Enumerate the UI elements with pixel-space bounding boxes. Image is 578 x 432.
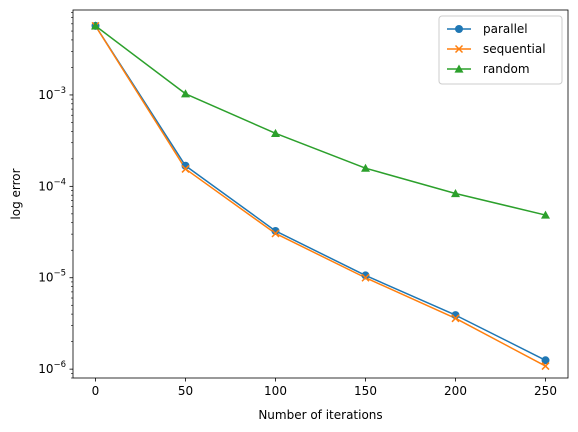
data-point-random-1: [181, 89, 190, 98]
data-point-parallel-5: [541, 356, 550, 365]
x-tick-label-200: 200: [444, 384, 467, 398]
legend-entry-parallel: parallel: [447, 22, 528, 36]
data-point-sequential-2: [271, 229, 280, 238]
data-point-parallel-3: [361, 271, 370, 280]
legend: parallel sequential random: [438, 15, 563, 85]
data-point-sequential-1: [181, 164, 190, 173]
data-point-random-5: [541, 210, 550, 219]
legend-marker-sequential: [454, 44, 464, 54]
plot-marks: [91, 21, 550, 371]
plot-frame: [72, 9, 569, 379]
legend-label-parallel: parallel: [483, 22, 528, 36]
y-tick-label-0: 10−6: [38, 360, 66, 376]
legend-marker-parallel: [455, 25, 463, 33]
series-line-parallel: [94, 25, 546, 361]
data-point-sequential-5: [541, 362, 550, 371]
x-tick-label-100: 100: [264, 384, 287, 398]
x-tick-label-150: 150: [354, 384, 377, 398]
x-tick-label-250: 250: [534, 384, 557, 398]
data-point-sequential-4: [451, 314, 460, 323]
y-tick-label-3: 10−3: [38, 86, 66, 102]
data-point-random-2: [271, 128, 280, 137]
series-line-random: [95, 25, 546, 216]
series-line-sequential: [94, 25, 546, 367]
legend-entry-sequential: sequential: [447, 42, 546, 56]
data-point-sequential-3: [361, 273, 370, 282]
data-point-random-3: [361, 163, 370, 172]
y-axis-label: log error: [9, 168, 23, 219]
legend-label-random: random: [483, 62, 530, 76]
data-point-random-4: [451, 189, 460, 198]
legend-marker-random: [454, 64, 464, 73]
x-tick-label-50: 50: [178, 384, 193, 398]
axes: 0 50 100 150 200 250 10−6 10−5 10−4 10−3: [38, 9, 569, 398]
y-tick-label-2: 10−4: [38, 177, 66, 193]
data-point-parallel-2: [271, 226, 280, 235]
data-point-random-0: [91, 21, 100, 30]
y-tick-label-1: 10−5: [38, 269, 66, 285]
legend-entry-random: random: [447, 62, 530, 76]
x-axis-label: Number of iterations: [258, 408, 382, 422]
x-tick-label-0: 0: [92, 384, 100, 398]
legend-box: [438, 15, 563, 85]
legend-label-sequential: sequential: [483, 42, 546, 56]
